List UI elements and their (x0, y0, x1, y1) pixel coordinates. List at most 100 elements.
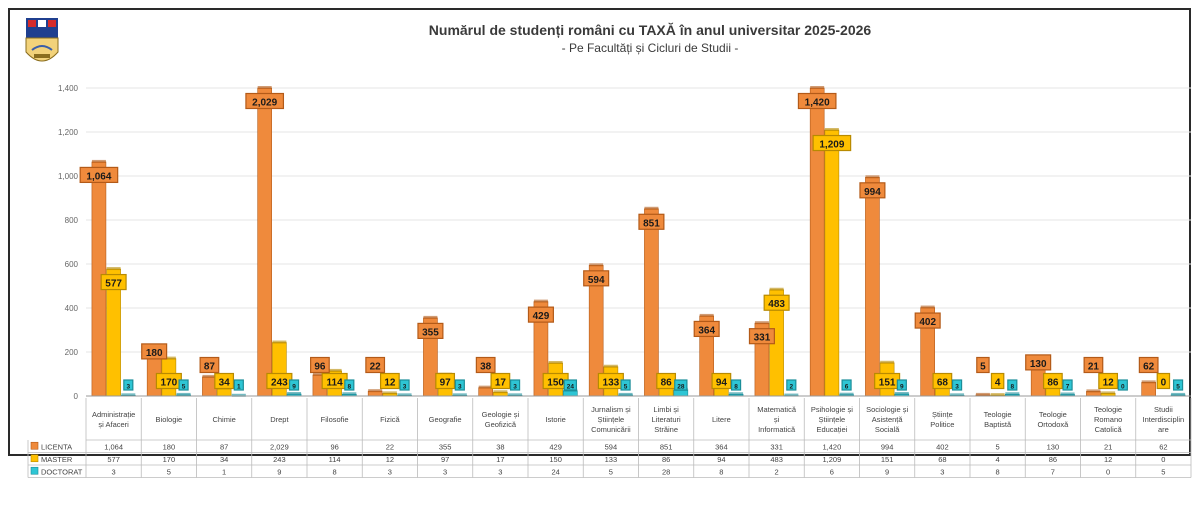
data-label-master: 68 (937, 378, 949, 389)
data-label-box (1156, 372, 1171, 390)
data-label-box (233, 379, 244, 391)
table-value: 9 (277, 467, 281, 476)
bar-cap (865, 175, 880, 179)
data-label-doctorat: 8 (348, 384, 352, 391)
table-value: 24 (551, 467, 559, 476)
y-tick-label: 200 (65, 348, 79, 357)
data-label-box (976, 356, 990, 374)
bar-cap (202, 374, 217, 378)
data-label-licenta: 594 (588, 275, 605, 286)
table-value: 0 (1106, 467, 1110, 476)
data-label-box (638, 213, 665, 230)
data-label-box (748, 328, 775, 345)
data-label-doctorat: 5 (1176, 384, 1180, 391)
data-label-box (797, 92, 837, 110)
table-value: 21 (1104, 442, 1112, 451)
data-label-box (214, 372, 235, 390)
data-label-box (990, 372, 1005, 390)
bar-master (824, 129, 840, 397)
bar-cap (894, 392, 909, 396)
table-value: 577 (107, 455, 120, 464)
data-label-master: 17 (495, 378, 507, 389)
legend-swatch-doctorat (30, 466, 39, 475)
table-value: 1,064 (104, 442, 123, 451)
data-label-box (1042, 372, 1063, 390)
table-value: 12 (1104, 455, 1112, 464)
data-label-box (1062, 379, 1073, 391)
data-label-box (245, 92, 285, 110)
bar-cap (287, 392, 302, 396)
table-value: 34 (220, 455, 228, 464)
x-category-label: Educației (816, 425, 847, 434)
data-label-master: 150 (547, 378, 564, 389)
x-category-label: Baptistă (984, 420, 1012, 429)
table-value: 8 (996, 467, 1000, 476)
x-category-label: Geofizică (485, 420, 517, 429)
bar-cap (769, 287, 784, 291)
data-label-doctorat: 1 (237, 384, 241, 391)
data-label-box (763, 294, 790, 311)
table-value: 17 (496, 455, 504, 464)
x-category-label: Teologie (1039, 410, 1067, 419)
data-label-box (509, 379, 521, 391)
data-label-licenta: 331 (754, 333, 771, 344)
bar-cap (824, 128, 839, 132)
data-label-box (527, 306, 554, 323)
data-label-licenta: 22 (370, 362, 382, 373)
table-value: 355 (439, 442, 452, 451)
table-value: 97 (441, 455, 449, 464)
bar-cap (603, 364, 618, 368)
x-category-label: și (774, 415, 780, 424)
x-category-label: Limbi și (653, 405, 679, 414)
table-value: 150 (549, 455, 562, 464)
table-value: 151 (881, 455, 894, 464)
bar-cap (548, 361, 563, 364)
x-category-label: Fizică (380, 415, 400, 424)
bar-cap (990, 393, 1005, 397)
table-value: 2,029 (270, 442, 289, 451)
table-value: 1,420 (822, 442, 841, 451)
data-label-box (896, 379, 907, 391)
data-label-doctorat: 8 (734, 384, 738, 391)
data-label-doctorat: 5 (182, 384, 186, 391)
table-value: 22 (386, 442, 394, 451)
data-label-master: 1,209 (819, 140, 844, 151)
table-value: 483 (770, 455, 783, 464)
data-label-box (1172, 379, 1184, 391)
data-label-master: 0 (1161, 378, 1167, 389)
data-label-master: 170 (161, 378, 178, 389)
data-label-licenta: 21 (1088, 362, 1100, 373)
chart-subtitle: - Pe Facultăți și Cicluri de Studii - (561, 41, 739, 55)
bar-master (216, 388, 232, 397)
table-value: 114 (329, 455, 341, 464)
table-value: 12 (386, 455, 394, 464)
x-category-label: Litere (712, 415, 731, 424)
table-value: 331 (770, 442, 783, 451)
bar-cap (920, 305, 935, 309)
x-category-label: Matematică (757, 405, 797, 414)
x-category-label: Informatică (758, 425, 796, 434)
x-category-label: are (1158, 425, 1169, 434)
data-label-box (786, 379, 797, 391)
data-label-licenta: 38 (480, 362, 492, 373)
data-label-master: 86 (1047, 378, 1059, 389)
table-value: 38 (496, 442, 504, 451)
data-label-box (490, 372, 511, 390)
data-label-box (100, 273, 127, 291)
table-value: 7 (1051, 467, 1055, 476)
table-value: 594 (605, 442, 618, 451)
table-value: 1,209 (822, 455, 841, 464)
table-value: 243 (273, 455, 286, 464)
data-label-box (711, 372, 732, 390)
table-value: 3 (498, 467, 502, 476)
x-category-label: Drept (270, 415, 289, 424)
data-label-doctorat: 5 (624, 384, 628, 391)
data-label-master: 243 (271, 378, 288, 389)
x-category-label: Geografie (429, 415, 462, 424)
bar-licenta (644, 208, 659, 397)
data-label-box (435, 372, 456, 390)
bar-cap (1171, 392, 1186, 396)
data-label-box (583, 270, 610, 287)
x-category-label: Administrație (92, 410, 135, 419)
bar-cap (618, 392, 633, 396)
